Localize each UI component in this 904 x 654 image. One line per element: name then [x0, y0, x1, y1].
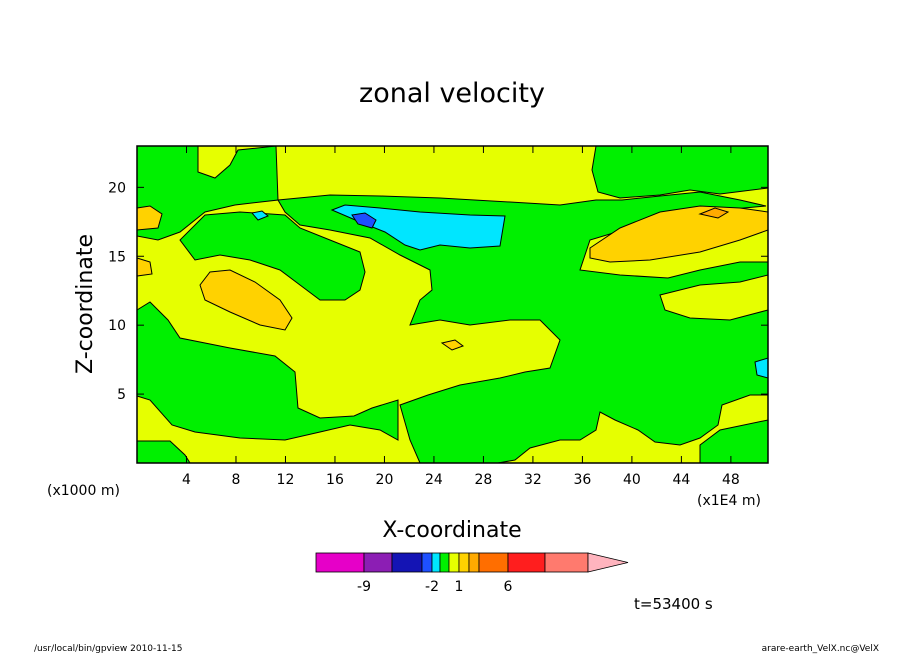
region-orange-left [199, 269, 293, 331]
plot-frame [136, 145, 769, 464]
x-tick-label: 16 [326, 472, 344, 488]
region-cyan-small-right [754, 357, 769, 379]
y-tick-label: 20 [108, 180, 126, 196]
x-tick-label: 40 [623, 472, 641, 488]
time-label: t=53400 s [634, 595, 713, 613]
colorbar-segment [431, 552, 441, 573]
region-orange-small [440, 339, 465, 351]
colorbar-label: 6 [504, 579, 513, 595]
x-axis-label: X-coordinate [382, 518, 521, 543]
colorbar-label: -2 [425, 579, 439, 595]
colorbar-arrow [587, 552, 629, 573]
region-cyan-small-left [251, 210, 269, 221]
y-axis-label: Z-coordinate [73, 234, 98, 374]
colorbar-segment [421, 552, 433, 573]
x-tick-label: 4 [182, 472, 191, 488]
x-tick-label: 24 [425, 472, 443, 488]
colorbar-segment [363, 552, 393, 573]
x-tick-label: 32 [524, 472, 542, 488]
colorbar-label: -9 [357, 579, 371, 595]
y-tick-label: 10 [108, 318, 126, 334]
region-center-green [277, 191, 769, 464]
x-tick-label: 20 [376, 472, 394, 488]
x-tick-label: 28 [475, 472, 493, 488]
x-unit-left-label: (x1000 m) [47, 483, 120, 499]
region-upper-left-green [136, 145, 279, 241]
colorbar-label: 1 [455, 579, 464, 595]
colorbar-segment [439, 552, 450, 573]
region-mid-green [179, 211, 366, 301]
x-tick-label: 12 [277, 472, 295, 488]
footer-left-text: /usr/local/bin/gpview 2010-11-15 [34, 644, 182, 654]
region-dark-orange-core [698, 207, 730, 219]
region-upper-right-green [591, 145, 769, 199]
y-tick-label: 5 [117, 387, 126, 403]
footer-right-text: arare-earth_VelX.nc@VelX [762, 644, 879, 654]
x-unit-right-label: (x1E4 m) [697, 493, 761, 509]
colorbar-segment [448, 552, 460, 573]
colorbar: -9 -2 1 6 [315, 552, 629, 595]
x-axis: 4 8 12 16 20 24 28 32 36 40 44 48 [182, 146, 740, 488]
x-tick-label: 48 [722, 472, 740, 488]
colorbar-segment [458, 552, 470, 573]
y-axis: 5 10 15 20 [108, 180, 768, 403]
region-blue-core [351, 212, 377, 229]
x-tick-label: 44 [672, 472, 690, 488]
region-lower-left-green [136, 301, 399, 441]
x-tick-label: 8 [232, 472, 241, 488]
colorbar-segment [544, 552, 589, 573]
y-tick-label: 15 [108, 249, 126, 265]
colorbar-segment [507, 552, 546, 573]
plot-area [136, 145, 769, 464]
chart-title: zonal velocity [359, 78, 545, 109]
colorbar-segment [468, 552, 480, 573]
colorbar-segment [315, 552, 365, 573]
region-cyan-jet [330, 204, 506, 251]
x-tick-label: 36 [573, 472, 591, 488]
colorbar-segment [478, 552, 509, 573]
colorbar-segment [391, 552, 423, 573]
